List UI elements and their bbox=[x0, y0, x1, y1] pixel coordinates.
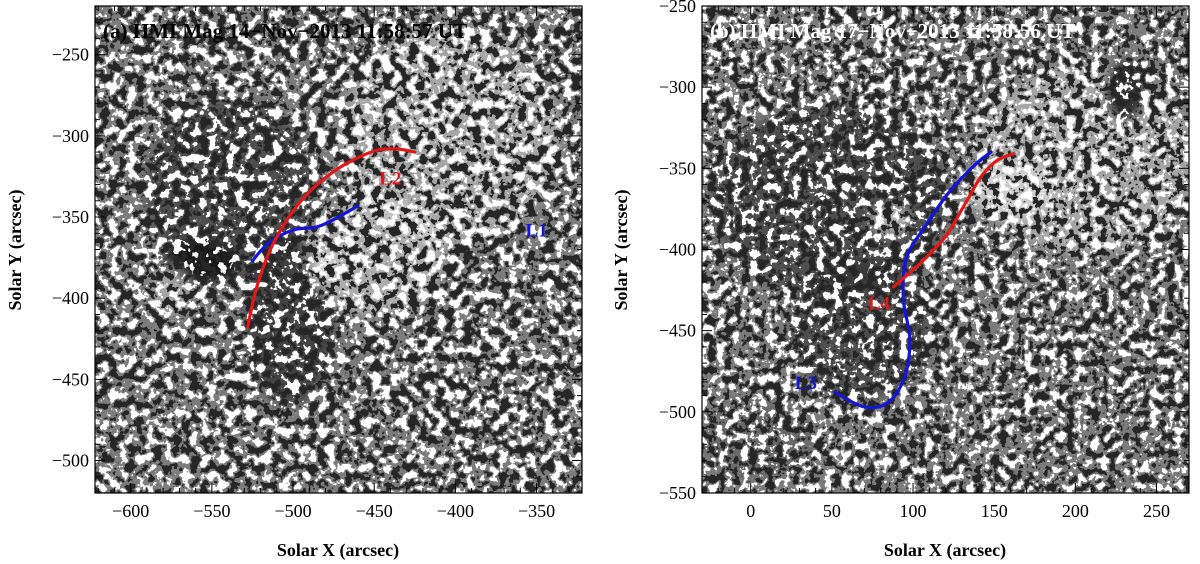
y-tick-label: −500 bbox=[659, 402, 696, 422]
magnetogram-image-a bbox=[95, 6, 582, 493]
x-tick-label: −350 bbox=[518, 501, 555, 521]
loop-l4-line bbox=[891, 152, 1016, 289]
ticks-b: 0 50 100 150 200 250 −250 −300 −350 −400 −450 −500 −… bbox=[659, 0, 1190, 521]
x-tick-label: −450 bbox=[356, 501, 393, 521]
y-tick-label: −250 bbox=[659, 0, 696, 16]
loops-b: L3 L4 bbox=[795, 150, 1016, 410]
loop-l1-label: L1 bbox=[525, 221, 547, 242]
y-tick-label: −300 bbox=[52, 126, 89, 146]
panel-a: L1 L2 −600 −550 −500 −450 −400 −350 −250 −300 −35… bbox=[5, 5, 583, 561]
y-tick-label: −550 bbox=[659, 483, 696, 503]
x-tick-label: 200 bbox=[1062, 501, 1089, 521]
x-tick-label: −500 bbox=[274, 501, 311, 521]
x-tick-label: 150 bbox=[981, 501, 1008, 521]
loop-l2-label: L2 bbox=[379, 169, 401, 190]
y-tick-label: −450 bbox=[52, 369, 89, 389]
loop-l4-label: L4 bbox=[868, 294, 891, 315]
x-axis-label-b: Solar X (arcsec) bbox=[884, 540, 1006, 561]
loop-l1-line bbox=[250, 204, 360, 263]
loop-l3-line bbox=[833, 150, 993, 410]
y-tick-label: −450 bbox=[659, 321, 696, 341]
y-tick-label: −350 bbox=[659, 158, 696, 178]
loop-l3-label: L3 bbox=[795, 373, 817, 394]
panel-title-b: (b) HMI Mag 17−Nov−2013 11:58:56 UT bbox=[710, 19, 1075, 43]
y-tick-label: −350 bbox=[52, 207, 89, 227]
ticks-a: −600 −550 −500 −450 −400 −350 −250 −300 −350 −400… bbox=[52, 5, 582, 521]
panel-title-a: (a) HMI Mag 14−Nov−2013 11:58:57 UT bbox=[103, 19, 467, 43]
loops-a: L1 L2 bbox=[245, 147, 548, 330]
x-tick-label: 100 bbox=[900, 501, 927, 521]
panel-b: L3 L4 0 50 100 150 200 250 −250 −300 −350 −400 −450… bbox=[611, 0, 1190, 561]
y-axis-label-a: Solar Y (arcsec) bbox=[5, 190, 26, 311]
x-axis-label-a: Solar X (arcsec) bbox=[277, 540, 399, 561]
magnetogram-image-b bbox=[702, 6, 1189, 493]
y-tick-label: −500 bbox=[52, 451, 89, 471]
x-tick-label: 50 bbox=[823, 501, 841, 521]
x-tick-label: −400 bbox=[437, 501, 474, 521]
y-tick-label: −400 bbox=[52, 288, 89, 308]
y-tick-label: −400 bbox=[659, 240, 696, 260]
x-tick-label: −600 bbox=[112, 501, 149, 521]
y-axis-label-b: Solar Y (arcsec) bbox=[611, 190, 632, 311]
loop-l2-line bbox=[245, 147, 417, 330]
x-tick-label: 0 bbox=[746, 501, 755, 521]
x-tick-label: 250 bbox=[1143, 501, 1170, 521]
y-tick-label: −250 bbox=[52, 45, 89, 65]
y-tick-label: −300 bbox=[659, 77, 696, 97]
x-tick-label: −550 bbox=[193, 501, 230, 521]
